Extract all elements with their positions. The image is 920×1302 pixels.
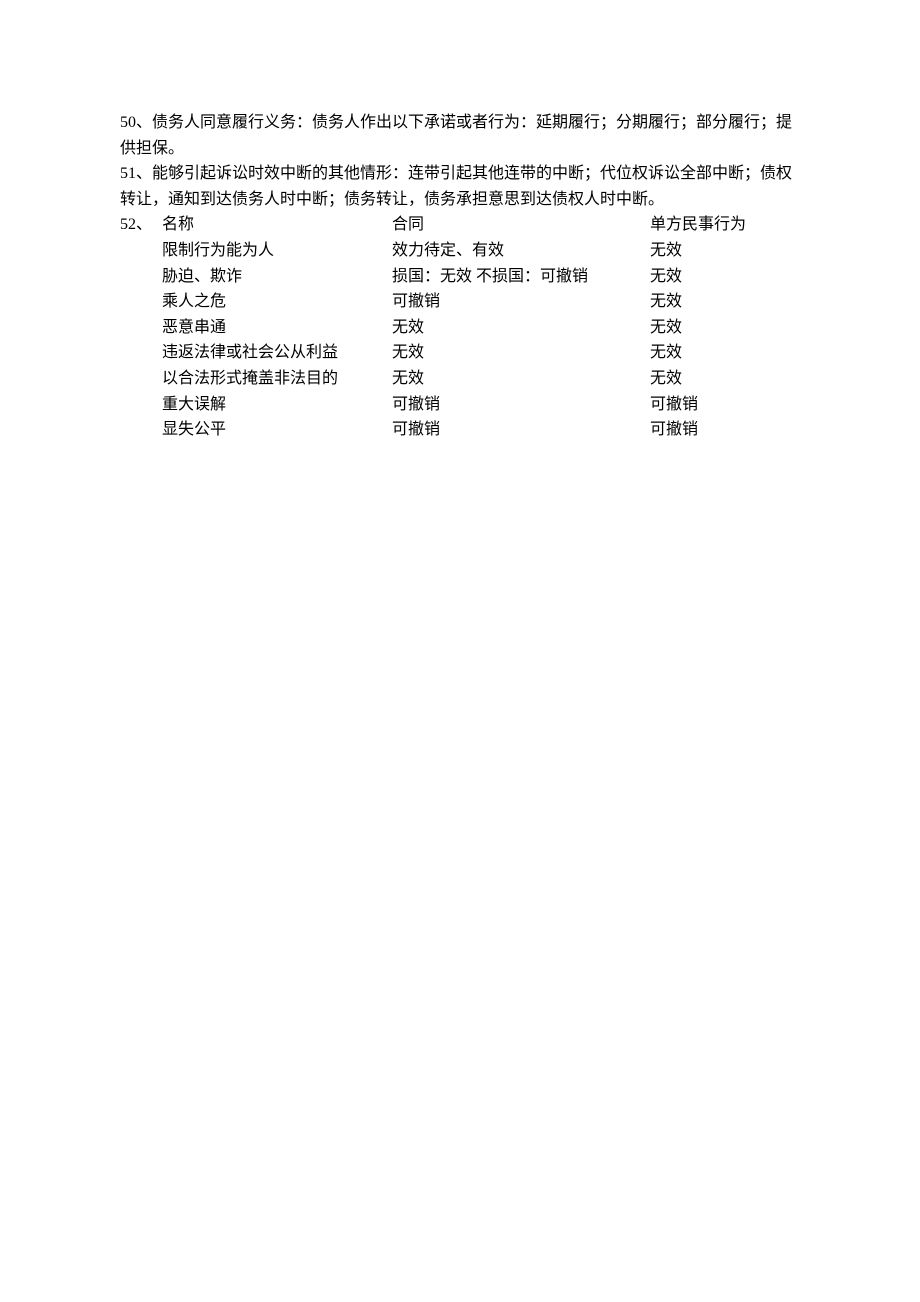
- table-cell-name: 重大误解: [162, 392, 392, 418]
- table-cell-action: 无效: [650, 340, 800, 366]
- table-cell-name: 违返法律或社会公从利益: [162, 340, 392, 366]
- table-cell-contract: 无效: [392, 340, 650, 366]
- table-cell-empty: [120, 340, 162, 366]
- table-cell-empty: [120, 366, 162, 392]
- table-row: 乘人之危 可撤销 无效: [120, 289, 800, 315]
- table-cell-action: 无效: [650, 289, 800, 315]
- table-row: 以合法形式掩盖非法目的 无效 无效: [120, 366, 800, 392]
- table-cell-name: 恶意串通: [162, 315, 392, 341]
- table-cell-action: 无效: [650, 264, 800, 290]
- paragraph-50: 50、债务人同意履行义务：债务人作出以下承诺或者行为：延期履行；分期履行；部分履…: [120, 110, 800, 161]
- table-cell-name: 以合法形式掩盖非法目的: [162, 366, 392, 392]
- table-cell-contract: 可撤销: [392, 289, 650, 315]
- header-action: 单方民事行为: [650, 212, 800, 238]
- paragraph-51: 51、能够引起诉讼时效中断的其他情形：连带引起其他连带的中断；代位权诉讼全部中断…: [120, 161, 800, 212]
- table-cell-empty: [120, 264, 162, 290]
- table-row: 重大误解 可撤销 可撤销: [120, 392, 800, 418]
- table-cell-name: 胁迫、欺诈: [162, 264, 392, 290]
- table-cell-contract: 无效: [392, 366, 650, 392]
- header-name: 名称: [162, 212, 392, 238]
- table-row: 限制行为能为人 效力待定、有效 无效: [120, 238, 800, 264]
- table-row: 显失公平 可撤销 可撤销: [120, 417, 800, 443]
- comparison-table: 52、 名称 合同 单方民事行为 限制行为能为人 效力待定、有效 无效 胁迫、欺…: [120, 212, 800, 442]
- table-cell-empty: [120, 315, 162, 341]
- table-cell-empty: [120, 238, 162, 264]
- table-cell-contract: 无效: [392, 315, 650, 341]
- document-page: 50、债务人同意履行义务：债务人作出以下承诺或者行为：延期履行；分期履行；部分履…: [0, 0, 920, 1302]
- table-header-row: 52、 名称 合同 单方民事行为: [120, 212, 800, 238]
- table-cell-name: 显失公平: [162, 417, 392, 443]
- table-cell-action: 可撤销: [650, 417, 800, 443]
- table-cell-empty: [120, 392, 162, 418]
- table-prefix: 52、: [120, 212, 162, 238]
- table-cell-name: 乘人之危: [162, 289, 392, 315]
- table-cell-contract: 可撤销: [392, 392, 650, 418]
- table-cell-action: 可撤销: [650, 392, 800, 418]
- table-row: 胁迫、欺诈 损国：无效 不损国：可撤销 无效: [120, 264, 800, 290]
- table-cell-contract: 效力待定、有效: [392, 238, 650, 264]
- header-contract: 合同: [392, 212, 650, 238]
- table-cell-action: 无效: [650, 238, 800, 264]
- table-cell-empty: [120, 417, 162, 443]
- table-cell-contract: 损国：无效 不损国：可撤销: [392, 264, 650, 290]
- table-cell-empty: [120, 289, 162, 315]
- table-row: 恶意串通 无效 无效: [120, 315, 800, 341]
- table-cell-name: 限制行为能为人: [162, 238, 392, 264]
- table-row: 违返法律或社会公从利益 无效 无效: [120, 340, 800, 366]
- table-cell-action: 无效: [650, 315, 800, 341]
- table-cell-contract: 可撤销: [392, 417, 650, 443]
- table-cell-action: 无效: [650, 366, 800, 392]
